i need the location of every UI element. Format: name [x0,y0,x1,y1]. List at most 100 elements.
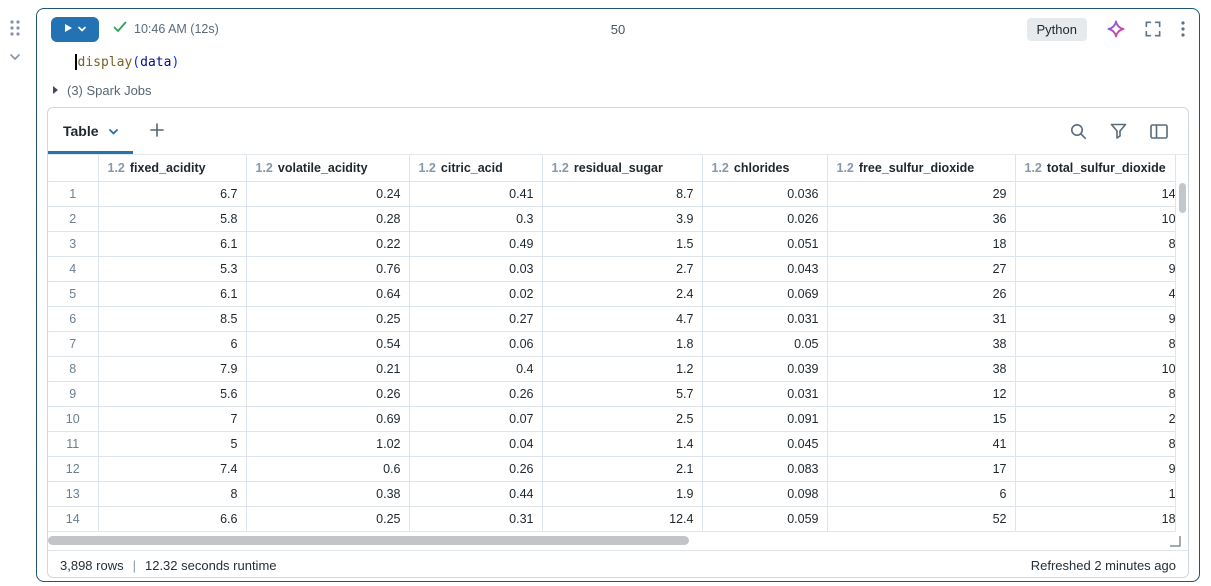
cell[interactable]: 3.9 [542,206,703,232]
cell[interactable]: 29 [827,181,1016,207]
cell[interactable]: 52 [827,506,1016,532]
cell[interactable]: 140 [1015,181,1188,207]
cell[interactable]: 17 [827,456,1016,482]
cell[interactable]: 0.06 [409,331,543,357]
cell[interactable]: 8 [98,481,247,507]
cell[interactable]: 0.02 [409,281,543,307]
table-row[interactable]: 95.60.260.265.70.0311284 [48,381,1188,407]
cell[interactable]: 38 [827,331,1016,357]
cell[interactable]: 0.091 [702,406,828,432]
cell[interactable]: 0.64 [246,281,410,307]
spark-jobs-toggle[interactable]: (3) Spark Jobs [37,75,1199,105]
cell[interactable]: 0.6 [246,456,410,482]
cell[interactable]: 5.6 [98,381,247,407]
filter-icon[interactable] [1110,123,1127,139]
cell[interactable]: 0.05 [702,331,828,357]
cell[interactable]: 0.036 [702,181,828,207]
cell[interactable]: 7.4 [98,456,247,482]
cell[interactable]: 6 [827,481,1016,507]
cell[interactable]: 0.27 [409,306,543,332]
cell[interactable]: 88 [1015,331,1188,357]
column-header-total_sulfur_dioxide[interactable]: 1.2 total_sulfur_dioxide [1015,155,1188,182]
cell[interactable]: 31 [827,306,1016,332]
cell[interactable]: 0.41 [409,181,543,207]
cell[interactable]: 0.26 [246,381,410,407]
cell[interactable]: 0.22 [246,231,410,257]
cell[interactable]: 14 [1015,481,1188,507]
cell[interactable]: 0.031 [702,381,828,407]
cell[interactable]: 1.5 [542,231,703,257]
cell[interactable]: 94 [1015,456,1188,482]
cell[interactable]: 0.026 [702,206,828,232]
cell[interactable]: 94 [1015,306,1188,332]
cell[interactable]: 88 [1015,431,1188,457]
cell[interactable]: 184 [1015,506,1188,532]
add-visualization-button[interactable] [143,117,171,145]
table-row[interactable]: 68.50.250.274.70.0313194 [48,306,1188,332]
cell[interactable]: 8.5 [98,306,247,332]
cell[interactable]: 6.6 [98,506,247,532]
fullscreen-icon[interactable] [1145,21,1161,37]
table-row[interactable]: 127.40.60.262.10.0831794 [48,456,1188,482]
table-row[interactable]: 8 7.9 0.21 0.4 1.2 0.039 38 108 [48,356,1188,382]
cell[interactable]: 12 [827,381,1016,407]
cell[interactable]: 84 [1015,381,1188,407]
cell[interactable]: 4.7 [542,306,703,332]
cell[interactable]: 6.1 [98,281,247,307]
horizontal-scrollbar[interactable] [48,532,1188,550]
panel-icon[interactable] [1150,123,1168,139]
cell[interactable]: 1.02 [246,431,410,457]
cell[interactable]: 0.69 [246,406,410,432]
cell[interactable]: 0.44 [409,481,543,507]
cell[interactable]: 0.043 [702,256,828,282]
vertical-scrollbar[interactable] [1175,155,1188,532]
cell[interactable]: 15 [827,406,1016,432]
drag-handle-icon[interactable] [9,19,21,42]
cell[interactable]: 0.039 [702,356,828,382]
cell[interactable]: 6.7 [98,181,247,207]
cell[interactable]: 1.8 [542,331,703,357]
cell[interactable]: 24 [1015,406,1188,432]
cell[interactable]: 0.07 [409,406,543,432]
cell[interactable]: 8.7 [542,181,703,207]
cell[interactable]: 2.1 [542,456,703,482]
cell[interactable]: 0.098 [702,481,828,507]
cell[interactable]: 1.2 [542,356,703,382]
tab-table[interactable]: Table [48,108,133,154]
column-header-residual_sugar[interactable]: 1.2 residual_sugar [542,155,703,182]
cell[interactable]: 108 [1015,356,1188,382]
table-row[interactable]: 2 5.8 0.28 0.3 3.9 0.026 36 108 [48,206,1188,232]
collapse-chevron-icon[interactable] [8,49,22,67]
run-button[interactable] [51,16,99,42]
column-header-free_sulfur_dioxide[interactable]: 1.2 free_sulfur_dioxide [827,155,1016,182]
cell[interactable]: 2.5 [542,406,703,432]
language-selector[interactable]: Python [1026,17,1087,41]
cell[interactable]: 0.04 [409,431,543,457]
cell[interactable]: 0.069 [702,281,828,307]
code-editor[interactable]: display(data) [37,49,1199,75]
cell[interactable]: 0.083 [702,456,828,482]
table-row[interactable]: 1 6.7 0.24 0.41 8.7 0.036 29 140 [48,181,1188,207]
table-row[interactable]: 760.540.061.80.053888 [48,331,1188,357]
cell[interactable]: 0.3 [409,206,543,232]
cell[interactable]: 0.49 [409,231,543,257]
cell[interactable]: 0.38 [246,481,410,507]
cell[interactable]: 0.28 [246,206,410,232]
cell[interactable]: 0.051 [702,231,828,257]
cell[interactable]: 5.7 [542,381,703,407]
cell[interactable]: 1.9 [542,481,703,507]
column-header-citric_acid[interactable]: 1.2 citric_acid [409,155,543,182]
cell[interactable]: 0.76 [246,256,410,282]
cell[interactable]: 36 [827,206,1016,232]
cell[interactable]: 44 [1015,281,1188,307]
cell[interactable]: 0.21 [246,356,410,382]
cell[interactable]: 18 [827,231,1016,257]
cell[interactable]: 38 [827,356,1016,382]
cell[interactable]: 7.9 [98,356,247,382]
cell[interactable]: 108 [1015,206,1188,232]
cell[interactable]: 26 [827,281,1016,307]
cell[interactable]: 5.3 [98,256,247,282]
cell[interactable]: 41 [827,431,1016,457]
